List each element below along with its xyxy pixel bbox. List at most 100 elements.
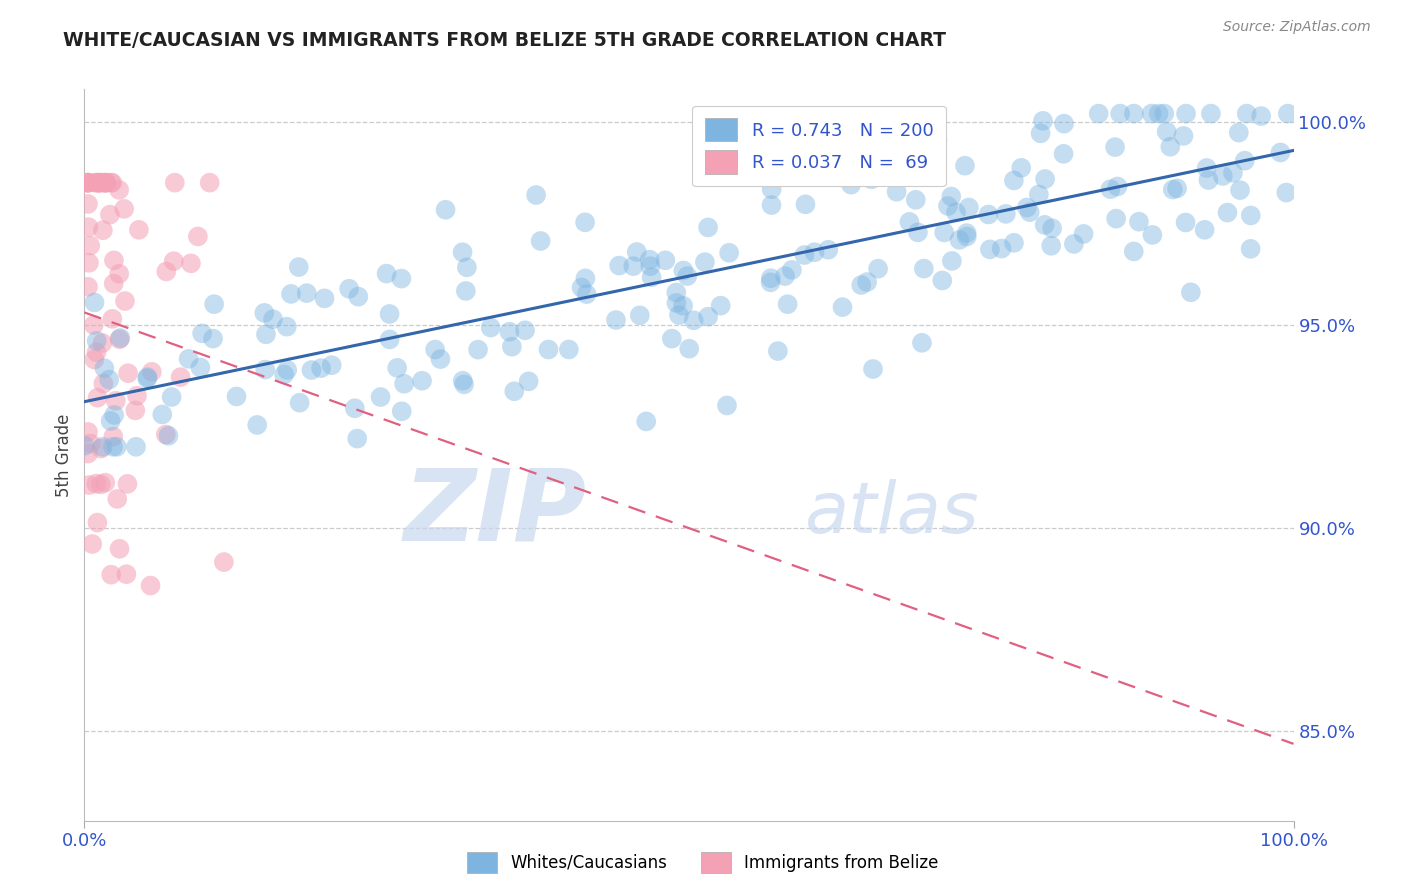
Point (761, 198, 783, 212)
Point (337, 282, 360, 296)
Point (665, 285, 688, 300)
Point (321, 358, 343, 372)
Point (1250, 109, 1272, 123)
Point (862, 362, 884, 376)
Point (811, 166, 834, 180)
Point (77, 197, 100, 211)
Point (246, 417, 269, 432)
Point (86, 176, 108, 190)
Point (163, 254, 186, 268)
Point (378, 307, 401, 321)
Point (93, 176, 115, 190)
Point (103, 429, 125, 443)
Point (1161, 182, 1184, 196)
Point (761, 182, 783, 196)
Point (868, 261, 890, 276)
Point (1277, 106, 1299, 120)
Point (628, 309, 651, 323)
Point (860, 172, 883, 186)
Point (956, 226, 979, 240)
Point (1018, 205, 1040, 219)
Point (343, 401, 366, 416)
Point (1153, 106, 1175, 120)
Point (90, 477, 112, 491)
Point (678, 342, 700, 356)
Point (454, 284, 477, 298)
Point (198, 176, 221, 190)
Point (77, 176, 100, 190)
Point (77, 220, 100, 235)
Point (1195, 161, 1218, 175)
Point (104, 393, 127, 408)
Point (280, 287, 302, 301)
Point (479, 320, 502, 334)
Point (1105, 211, 1128, 226)
Point (1197, 173, 1219, 187)
Point (346, 432, 368, 446)
Point (1063, 236, 1085, 251)
Point (83, 176, 105, 190)
Point (100, 176, 122, 190)
Point (668, 308, 690, 322)
Point (1212, 169, 1234, 183)
Point (89, 176, 111, 190)
Point (1275, 186, 1298, 200)
Point (453, 377, 475, 392)
Point (1122, 106, 1144, 120)
Point (276, 319, 298, 334)
Point (759, 271, 782, 285)
Point (385, 360, 408, 375)
Point (110, 331, 132, 345)
Point (1229, 183, 1251, 197)
Point (347, 290, 370, 304)
Point (530, 234, 553, 248)
Text: ZIP: ZIP (404, 465, 586, 562)
Point (288, 395, 311, 409)
Point (94, 176, 117, 190)
Point (501, 340, 523, 354)
Point (100, 414, 122, 428)
Point (177, 351, 200, 366)
Point (160, 390, 183, 404)
Point (911, 335, 934, 350)
Point (994, 207, 1017, 221)
Point (273, 368, 295, 382)
Point (524, 188, 547, 202)
Point (79, 436, 101, 450)
Point (498, 325, 520, 339)
Point (898, 215, 921, 229)
Point (101, 176, 124, 190)
Point (108, 332, 131, 346)
Point (1002, 173, 1025, 187)
Point (1173, 128, 1195, 143)
Point (77, 478, 100, 492)
Point (1199, 106, 1222, 120)
Point (817, 243, 839, 257)
Point (672, 263, 695, 277)
Point (190, 360, 212, 375)
Point (1040, 239, 1063, 253)
Point (1032, 113, 1054, 128)
Point (851, 278, 873, 293)
Point (94, 475, 117, 490)
Point (1166, 181, 1188, 195)
Text: atlas: atlas (804, 479, 979, 548)
Point (1128, 215, 1150, 229)
Point (114, 294, 136, 309)
Point (941, 254, 963, 268)
Point (977, 207, 1000, 221)
Point (1015, 201, 1038, 215)
Point (108, 183, 131, 197)
Point (1180, 285, 1202, 300)
Point (891, 128, 914, 142)
Text: WHITE/CAUCASIAN VS IMMIGRANTS FROM BELIZE 5TH GRADE CORRELATION CHART: WHITE/CAUCASIAN VS IMMIGRANTS FROM BELIZ… (63, 31, 946, 50)
Point (682, 313, 704, 327)
Point (710, 299, 733, 313)
Point (212, 555, 235, 569)
Point (1029, 127, 1052, 141)
Point (571, 280, 593, 294)
Point (517, 375, 540, 389)
Point (558, 343, 581, 357)
Point (956, 229, 979, 244)
Point (794, 197, 817, 211)
